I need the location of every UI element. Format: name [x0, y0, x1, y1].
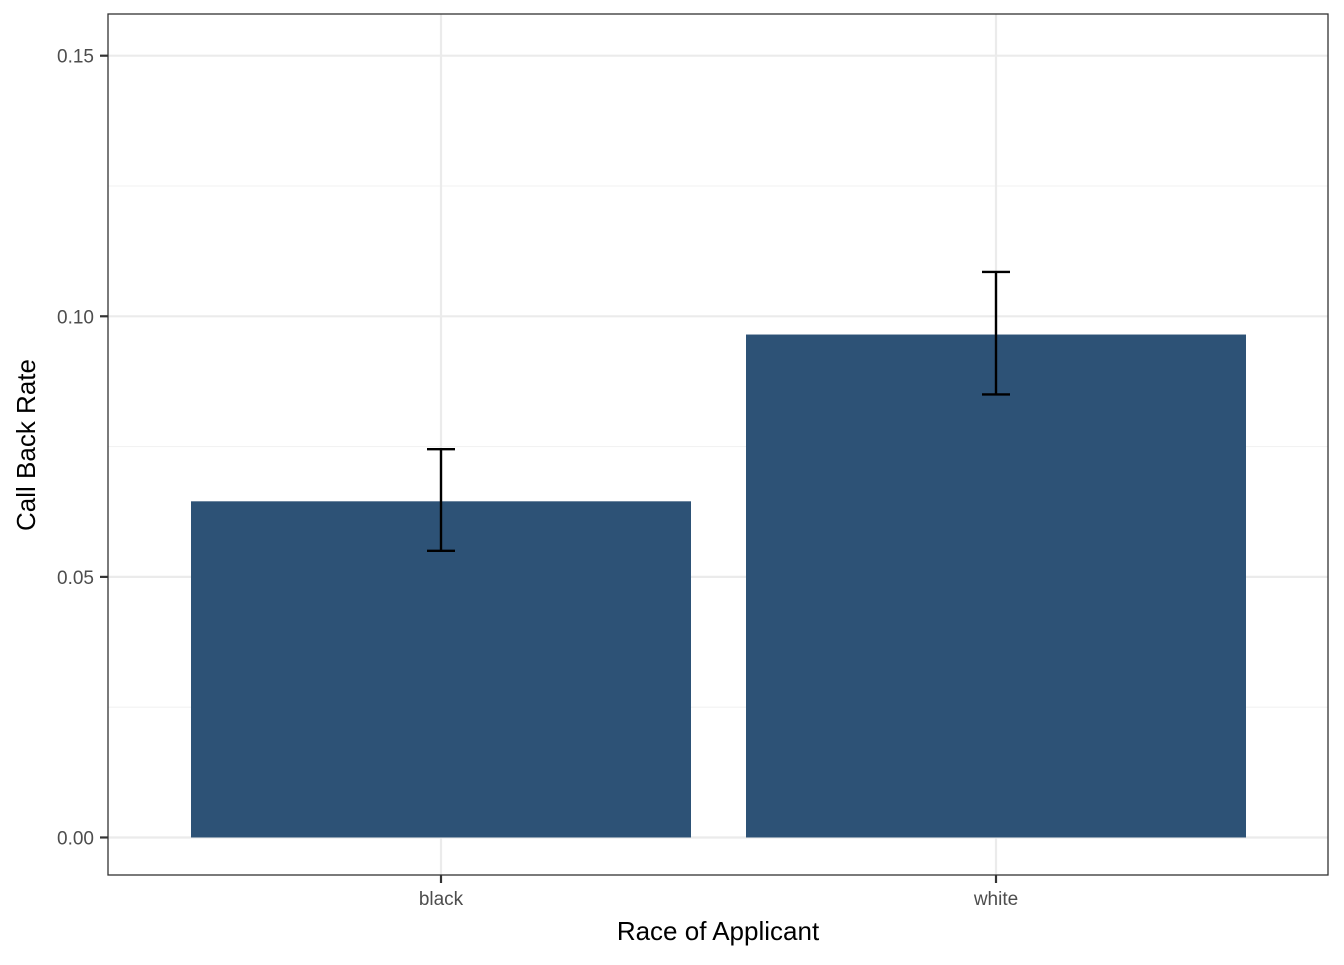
- x-axis-title: Race of Applicant: [617, 916, 820, 946]
- x-tick-label: white: [973, 889, 1018, 910]
- error-bar-black: [427, 447, 455, 553]
- y-axis-title: Call Back Rate: [11, 359, 41, 531]
- bars: [191, 334, 1246, 838]
- y-axis: 0.00 0.05 0.10 0.15: [57, 47, 108, 849]
- error-bar-white: [982, 270, 1010, 396]
- x-axis: black white: [419, 875, 1018, 910]
- error-bars: [427, 270, 1010, 553]
- bar-white: [746, 334, 1246, 838]
- x-tick-label: black: [419, 889, 464, 910]
- plot-panel-border: [107, 13, 1329, 876]
- y-tick-label: 0.05: [57, 568, 94, 589]
- y-tick-label: 0.10: [57, 307, 94, 328]
- bar-black: [191, 501, 691, 838]
- y-tick-label: 0.00: [57, 828, 94, 849]
- y-tick-label: 0.15: [57, 47, 94, 68]
